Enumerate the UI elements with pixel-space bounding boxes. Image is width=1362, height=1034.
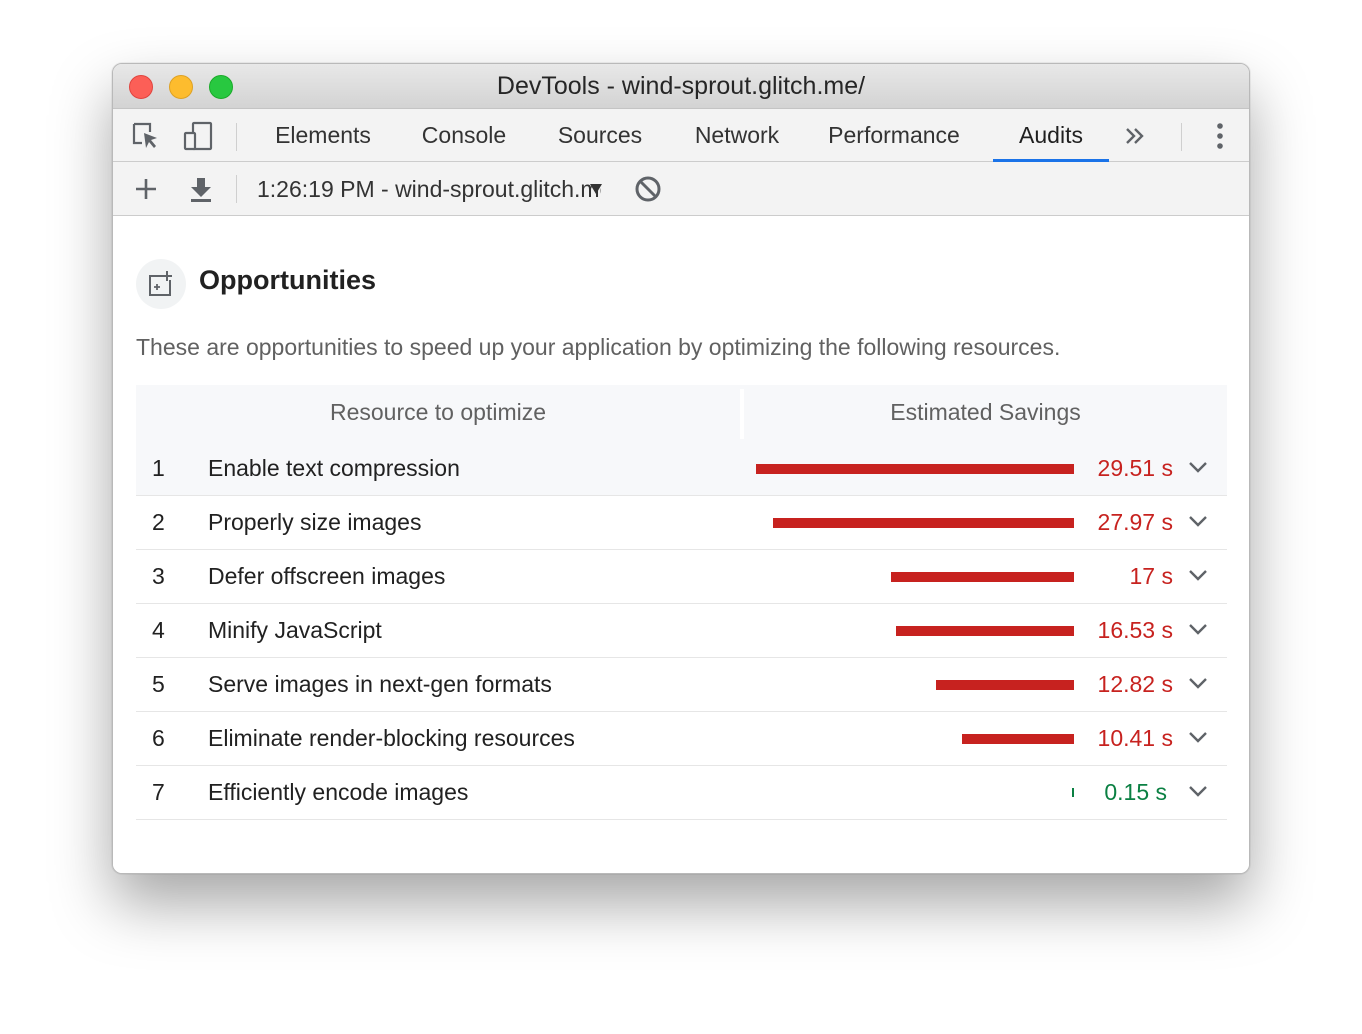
table-row[interactable]: 4 Minify JavaScript 16.53 s <box>136 604 1227 658</box>
dropdown-arrow-icon[interactable] <box>589 182 603 200</box>
column-divider <box>740 389 744 439</box>
savings-value: 12.82 s <box>1097 671 1173 697</box>
savings-bar <box>773 518 1074 528</box>
row-index: 7 <box>152 779 165 805</box>
tab-elements[interactable]: Elements <box>275 122 371 148</box>
audits-report: Opportunities These are opportunities to… <box>113 217 1249 873</box>
opportunity-name: Minify JavaScript <box>208 617 382 643</box>
download-icon[interactable] <box>186 174 216 204</box>
more-tabs-icon[interactable] <box>1121 121 1151 151</box>
tab-performance[interactable]: Performance <box>828 122 960 148</box>
row-index: 2 <box>152 509 165 535</box>
window-title: DevTools - wind-sprout.glitch.me/ <box>496 72 866 100</box>
opportunity-name: Properly size images <box>208 509 422 535</box>
table-row[interactable]: 1 Enable text compression 29.51 s <box>136 442 1227 496</box>
savings-value: 27.97 s <box>1097 509 1173 535</box>
section-description: These are opportunities to speed up your… <box>136 334 1061 360</box>
chevron-down-icon[interactable] <box>1188 460 1208 479</box>
savings-value: 29.51 s <box>1097 455 1173 481</box>
opportunities-icon <box>136 259 186 309</box>
clear-icon[interactable] <box>633 174 663 204</box>
chevron-down-icon[interactable] <box>1188 730 1208 749</box>
audit-run-select[interactable]: 1:26:19 PM - wind-sprout.glitch.me/ <box>257 176 601 202</box>
active-tab-indicator <box>993 159 1109 162</box>
savings-bar <box>891 572 1074 582</box>
chevron-down-icon[interactable] <box>1188 622 1208 641</box>
table-header: Resource to optimize Estimated Savings <box>136 385 1227 442</box>
tab-network[interactable]: Network <box>694 122 780 148</box>
row-index: 4 <box>152 617 165 643</box>
opportunity-name: Efficiently encode images <box>208 779 469 805</box>
tab-sources[interactable]: Sources <box>557 122 643 148</box>
savings-bar <box>1072 788 1074 797</box>
savings-value: 16.53 s <box>1097 617 1173 643</box>
savings-bar <box>756 464 1074 474</box>
column-header-savings: Estimated Savings <box>890 399 1081 425</box>
chevron-down-icon[interactable] <box>1188 784 1208 803</box>
table-row[interactable]: 7 Efficiently encode images 0.15 s <box>136 766 1227 820</box>
chevron-down-icon[interactable] <box>1188 568 1208 587</box>
column-header-resource: Resource to optimize <box>329 399 547 425</box>
opportunity-name: Enable text compression <box>208 455 460 481</box>
savings-value: 17 s <box>1129 563 1173 589</box>
kebab-menu-icon[interactable] <box>1205 121 1235 151</box>
title-bar: DevTools - wind-sprout.glitch.me/ <box>113 64 1249 109</box>
row-index: 3 <box>152 563 165 589</box>
opportunity-name: Defer offscreen images <box>208 563 446 589</box>
savings-value: 10.41 s <box>1097 725 1173 751</box>
savings-bar <box>962 734 1074 744</box>
toolbar-divider <box>236 175 237 203</box>
savings-bar <box>936 680 1074 690</box>
opportunity-name: Serve images in next-gen formats <box>208 671 552 697</box>
close-window-button[interactable] <box>129 75 153 99</box>
device-toolbar-icon[interactable] <box>183 121 213 151</box>
table-row[interactable]: 5 Serve images in next-gen formats 12.82 s <box>136 658 1227 712</box>
tab-bar: Elements Console Sources Network Perform… <box>113 109 1249 162</box>
minimize-window-button[interactable] <box>169 75 193 99</box>
chevron-down-icon[interactable] <box>1188 676 1208 695</box>
add-icon[interactable] <box>131 174 161 204</box>
table-row[interactable]: 2 Properly size images 27.97 s <box>136 496 1227 550</box>
table-row[interactable]: 3 Defer offscreen images 17 s <box>136 550 1227 604</box>
audits-toolbar: 1:26:19 PM - wind-sprout.glitch.me/ <box>113 162 1249 216</box>
row-index: 1 <box>152 455 165 481</box>
savings-bar <box>896 626 1074 636</box>
opportunities-table: Resource to optimize Estimated Savings 1… <box>136 385 1227 820</box>
chevron-down-icon[interactable] <box>1188 514 1208 533</box>
zoom-window-button[interactable] <box>209 75 233 99</box>
savings-value: 0.15 s <box>1104 779 1167 805</box>
toolbar-divider <box>1181 123 1182 151</box>
tab-console[interactable]: Console <box>421 122 507 148</box>
devtools-window: DevTools - wind-sprout.glitch.me/ Elemen… <box>112 63 1250 874</box>
table-row[interactable]: 6 Eliminate render-blocking resources 10.4… <box>136 712 1227 766</box>
row-index: 6 <box>152 725 165 751</box>
inspect-element-icon[interactable] <box>131 121 161 151</box>
table-body: 1 Enable text compression 29.51 s 2 Properly… <box>136 442 1227 820</box>
section-title: Opportunities <box>199 265 376 295</box>
row-index: 5 <box>152 671 165 697</box>
toolbar-divider <box>236 123 237 151</box>
tab-audits[interactable]: Audits <box>1019 122 1083 148</box>
opportunity-name: Eliminate render-blocking resources <box>208 725 575 751</box>
